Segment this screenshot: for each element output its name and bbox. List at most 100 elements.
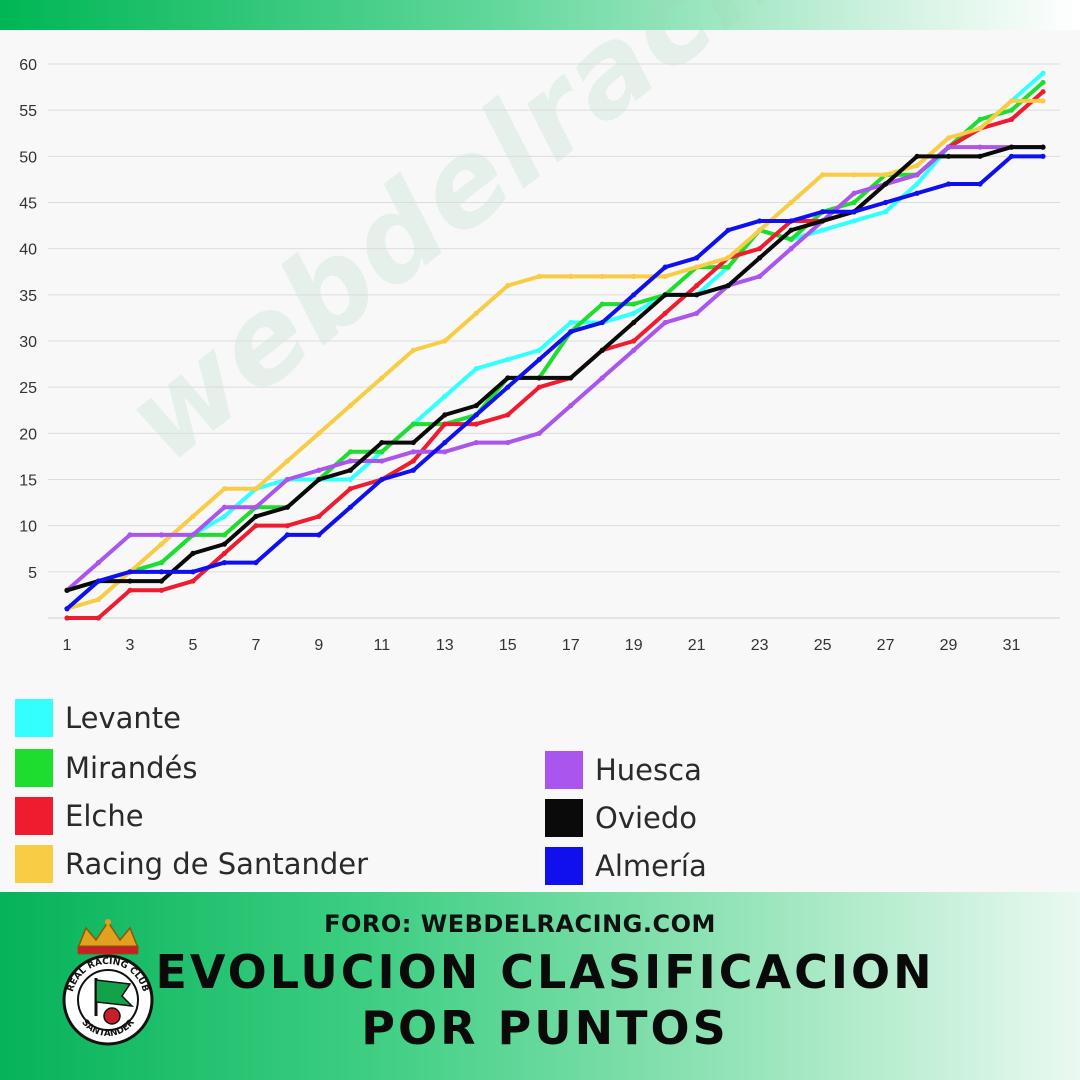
data-point [631,292,637,298]
data-point [1008,98,1015,104]
data-point [694,283,700,289]
data-point [347,486,353,492]
data-point [347,467,353,473]
data-point [631,338,637,344]
x-axis-tick-labels: 1 3 5 7 9 11 13 15 17 19 21 23 25 27 29 31 [63,637,1021,654]
data-point [221,486,228,492]
data-point [882,172,889,178]
y-axis-tick-labels: 5 10 15 20 25 30 35 40 45 50 55 60 [19,57,37,582]
data-point [725,255,731,261]
data-point [442,412,448,418]
x-tick-label: 1 [63,637,72,654]
legend-swatch [15,699,53,737]
x-tick-label: 17 [562,637,580,654]
data-point [442,393,448,399]
data-point [379,476,385,483]
series-line [65,80,1045,593]
series-5 [64,144,1046,593]
data-point [379,439,385,446]
data-point [473,412,479,418]
y-tick-label: 5 [28,565,37,582]
legend-label: Mirandés [65,751,198,785]
data-point [536,347,542,353]
data-point [788,218,794,224]
data-point [442,338,448,344]
data-point [662,273,668,279]
data-point [694,292,700,298]
chart-legend: Levante Mirandés Elche Racing de Santander H… [0,690,1080,890]
series-3 [64,98,1046,612]
x-tick-label: 19 [625,637,643,654]
data-point [1040,98,1046,104]
data-point [253,523,259,529]
legend-label: Almería [595,849,707,883]
data-point [190,569,196,575]
legend-label: Levante [65,701,182,735]
data-point [945,153,952,159]
data-point [568,319,574,326]
data-point [820,172,826,178]
series-6 [64,153,1046,612]
data-point [505,375,511,381]
data-point [505,283,511,289]
data-point [977,126,983,132]
data-point [568,375,574,381]
data-point [221,532,228,538]
series-line [65,154,1045,611]
data-point [221,560,228,566]
data-point [473,310,479,316]
forum-label: FORO: WEBDELRACING.COM [324,910,716,938]
data-point [442,421,448,427]
x-tick-label: 3 [126,637,135,654]
data-point [379,458,385,464]
data-point [568,329,574,335]
x-tick-label: 31 [1003,637,1021,654]
data-point [158,541,165,547]
data-point [882,209,889,215]
data-point [190,513,196,520]
data-point [1008,144,1015,150]
data-point [190,532,196,538]
data-point [347,458,353,464]
data-point [599,319,605,326]
data-point [882,199,889,206]
data-point [64,587,70,593]
data-point [316,476,322,483]
data-point [221,550,228,556]
data-point [473,403,479,409]
data-point [788,199,794,206]
y-tick-label: 30 [19,334,37,351]
legend-item: Mirandés [15,748,198,788]
data-point [536,384,542,390]
data-point [536,356,542,363]
data-point [410,458,416,464]
data-point [316,467,322,473]
data-point [631,273,637,279]
data-point [851,190,857,196]
data-point [851,172,857,178]
title-line-1: EVOLUCION CLASIFICACION [155,945,935,999]
legend-item: Almería [545,846,707,886]
data-point [725,264,731,270]
footer-banner: REAL RACING CLUB SANTANDER FORO: WEBDELR… [0,892,1080,1080]
data-point [473,366,479,372]
legend-label: Racing de Santander [65,847,369,881]
data-point [725,283,731,289]
data-point [1008,116,1015,122]
x-tick-label: 27 [877,637,895,654]
y-tick-label: 35 [19,288,37,305]
racing-club-crest-icon: REAL RACING CLUB SANTANDER [62,919,154,1046]
y-tick-label: 15 [19,473,37,490]
data-point [505,356,511,363]
data-point [599,273,605,279]
x-tick-label: 21 [688,637,706,654]
data-point [284,523,290,529]
legend-label: Oviedo [595,801,698,835]
data-point [190,578,196,584]
y-tick-label: 50 [19,149,37,166]
data-point [914,190,920,196]
data-point [473,421,479,427]
data-point [914,162,920,169]
series-line [65,145,1045,593]
